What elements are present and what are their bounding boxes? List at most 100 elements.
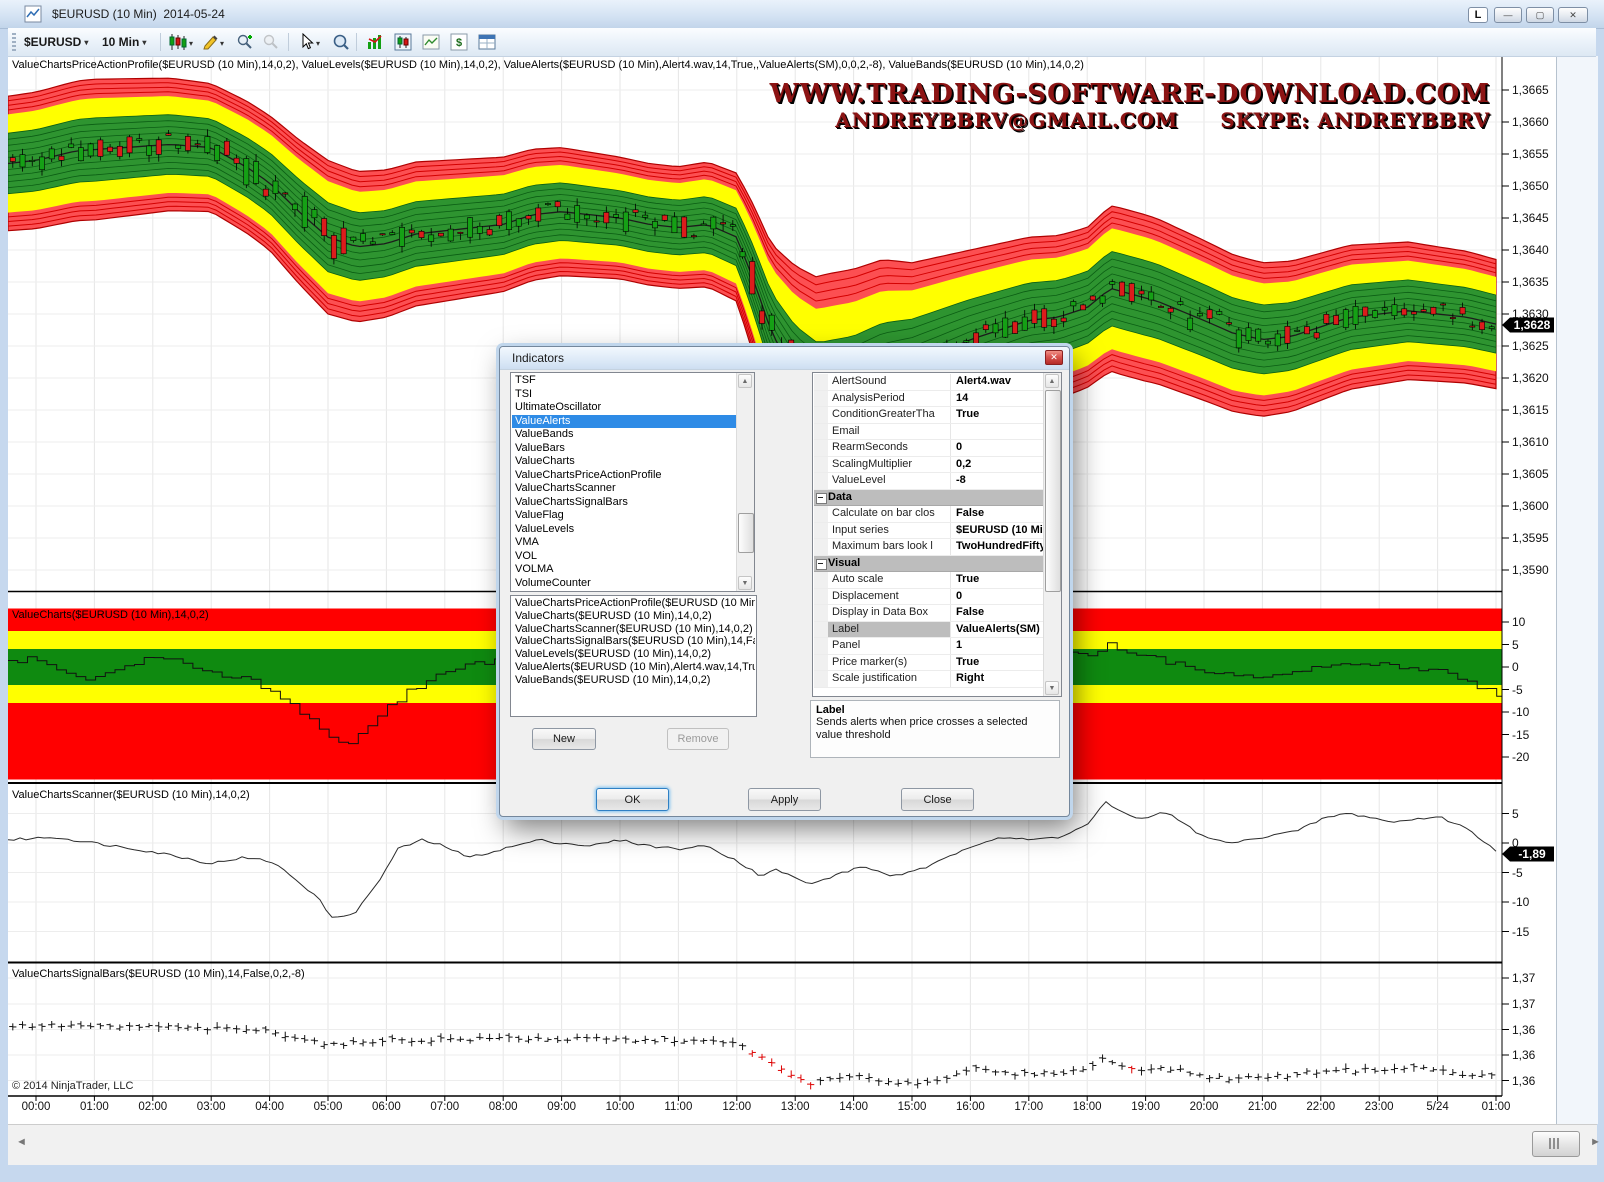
chart-snapshot-button[interactable] [420,32,442,52]
property-value[interactable]: False [956,507,985,519]
collapse-icon[interactable] [816,492,827,504]
indicator-list-item[interactable]: VOLMA [515,563,554,575]
property-row[interactable]: Label ValueAlerts(SM) [814,621,1044,638]
window-titlebar[interactable]: $EURUSD (10 Min) 2014-05-24 L — ▢ ✕ [0,0,1604,29]
indicator-list-item[interactable]: ValueAlerts [512,414,737,428]
property-row[interactable]: ConditionGreaterTha True [814,407,1044,424]
chart-style-button[interactable]: ▾ [166,32,196,52]
scroll-up-button[interactable]: ▲ [1045,374,1059,388]
list-scrollbar[interactable]: ▲ ▼ [736,373,754,591]
new-button[interactable]: New [532,728,596,750]
property-value[interactable]: 0 [956,589,963,602]
chart-analyzer-button[interactable] [364,32,386,52]
property-section-row[interactable]: Data [814,489,1044,506]
property-row[interactable]: Input series $EURUSD (10 Min) [814,522,1044,539]
indicator-list-item[interactable]: TSF [515,374,536,386]
configured-indicator-item[interactable]: ValueChartsScanner($EURUSD (10 Min),14,0… [515,622,753,635]
property-value[interactable]: -8 [956,474,966,486]
configured-indicator-item[interactable]: ValueChartsPriceActionProfile($EURUSD (1… [515,597,755,609]
configured-indicators-list[interactable]: ValueChartsPriceActionProfile($EURUSD (1… [510,595,757,717]
property-value[interactable]: True [956,655,980,668]
indicator-list-item[interactable]: VOL [515,549,538,562]
property-row[interactable]: ValueLevel -8 [814,473,1044,490]
zoom-out-button[interactable] [260,32,282,52]
remove-button[interactable]: Remove [667,728,729,750]
property-row[interactable]: AlertSound Alert4.wav [814,374,1044,391]
property-row[interactable]: Price marker(s) True [814,654,1044,671]
interval-selector[interactable]: 10 Min ▾ [100,32,148,52]
zoom-in-button[interactable] [234,32,256,52]
property-value[interactable]: 1 [956,639,963,651]
property-row[interactable]: Displacement 0 [814,588,1044,605]
indicator-list-item[interactable]: TSI [515,387,533,400]
toolbar-grip[interactable] [12,33,16,51]
chart-zoom-button[interactable] [330,32,352,52]
grid-scrollbar[interactable]: ▲ ▼ [1043,373,1061,696]
scroll-down-button[interactable]: ▼ [738,576,752,590]
indicator-list-item[interactable]: VMA [515,536,539,548]
property-grid[interactable]: AlertSound Alert4.wav AnalysisPeriod 14 Cond… [812,372,1062,697]
scroll-down-button[interactable]: ▼ [1045,681,1059,695]
minimize-button[interactable]: — [1494,7,1522,23]
property-value[interactable]: $EURUSD (10 Min) [956,523,1044,536]
property-value[interactable]: False [956,606,985,618]
available-indicators-list[interactable]: TSF TSI UltimateOscillator ValueAlerts Value… [510,372,755,592]
scrollbar-thumb[interactable] [1532,1131,1580,1157]
instrument-selector[interactable]: $EURUSD ▾ [22,32,90,52]
property-row[interactable]: Display in Data Box False [814,605,1044,622]
fundamental-data-button[interactable]: $ [448,32,470,52]
property-value[interactable]: Right [956,672,985,684]
property-row[interactable]: Scale justification Right [814,671,1044,688]
property-value[interactable]: 14 [956,391,969,404]
indicator-list-item[interactable]: VolumeCounter [515,576,591,589]
property-row[interactable]: AnalysisPeriod 14 [814,390,1044,407]
configured-indicator-item[interactable]: ValueCharts($EURUSD (10 Min),14,0,2) [515,609,712,622]
scrollbar-thumb[interactable] [738,513,754,553]
property-value[interactable]: Alert4.wav [956,375,1012,387]
property-value[interactable]: 0 [956,441,963,453]
close-button-dialog[interactable]: Close [901,788,974,811]
configured-indicator-item[interactable]: ValueBands($EURUSD (10 Min),14,0,2) [515,673,711,686]
dialog-titlebar[interactable]: Indicators ✕ [500,347,1069,370]
collapse-icon[interactable] [816,558,827,570]
indicator-list-item[interactable]: ValueFlag [515,509,564,521]
indicator-list-item[interactable]: ValueCharts [515,455,575,467]
scrollbar-thumb[interactable] [1045,390,1061,592]
configured-indicator-item[interactable]: ValueAlerts($EURUSD (10 Min),Alert4.wav,… [515,660,755,673]
property-row[interactable]: Auto scale True [814,572,1044,589]
scroll-left-button[interactable]: ◄ [10,1135,33,1149]
horizontal-scrollbar[interactable]: ◄ ► [8,1124,1601,1165]
property-row[interactable]: Email [814,423,1044,440]
property-row[interactable]: Calculate on bar clos False [814,506,1044,523]
close-button[interactable]: ✕ [1558,7,1588,23]
cursor-button[interactable]: ▾ [296,32,326,52]
property-section-row[interactable]: Visual [814,555,1044,572]
property-row[interactable]: Maximum bars look l TwoHundredFiftySix [814,539,1044,556]
indicator-list-item[interactable]: ValueChartsScanner [515,482,616,494]
property-value[interactable]: True [956,408,980,420]
link-button[interactable]: L [1468,7,1488,23]
property-row[interactable]: ScalingMultiplier 0,2 [814,456,1044,473]
property-value[interactable] [951,424,1044,440]
apply-button[interactable]: Apply [748,788,821,811]
configured-indicator-item[interactable]: ValueChartsSignalBars($EURUSD (10 Min),1… [515,635,755,648]
ok-button[interactable]: OK [596,788,669,811]
drawing-tools-button[interactable]: ▾ [200,32,230,52]
indicators-button[interactable] [392,32,414,52]
property-value[interactable]: True [956,573,980,585]
property-value[interactable]: TwoHundredFiftySix [956,540,1044,552]
scroll-up-button[interactable]: ▲ [738,374,752,388]
indicator-list-item[interactable]: ValueChartsPriceActionProfile [515,468,662,481]
indicator-list-item[interactable]: ValueBands [515,428,574,440]
property-row[interactable]: RearmSeconds 0 [814,440,1044,457]
configured-indicator-item[interactable]: ValueLevels($EURUSD (10 Min),14,0,2) [515,648,712,661]
property-value[interactable]: 0,2 [956,457,972,470]
property-value[interactable]: ValueAlerts(SM) [956,622,1040,635]
data-grid-button[interactable] [476,32,498,52]
indicator-list-item[interactable]: ValueBars [515,441,565,454]
property-row[interactable]: Panel 1 [814,638,1044,655]
dialog-close-button[interactable]: ✕ [1045,350,1063,365]
restore-button[interactable]: ▢ [1526,7,1554,23]
scroll-right-button[interactable]: ► [1584,1135,1604,1149]
indicator-list-item[interactable]: UltimateOscillator [515,401,602,413]
